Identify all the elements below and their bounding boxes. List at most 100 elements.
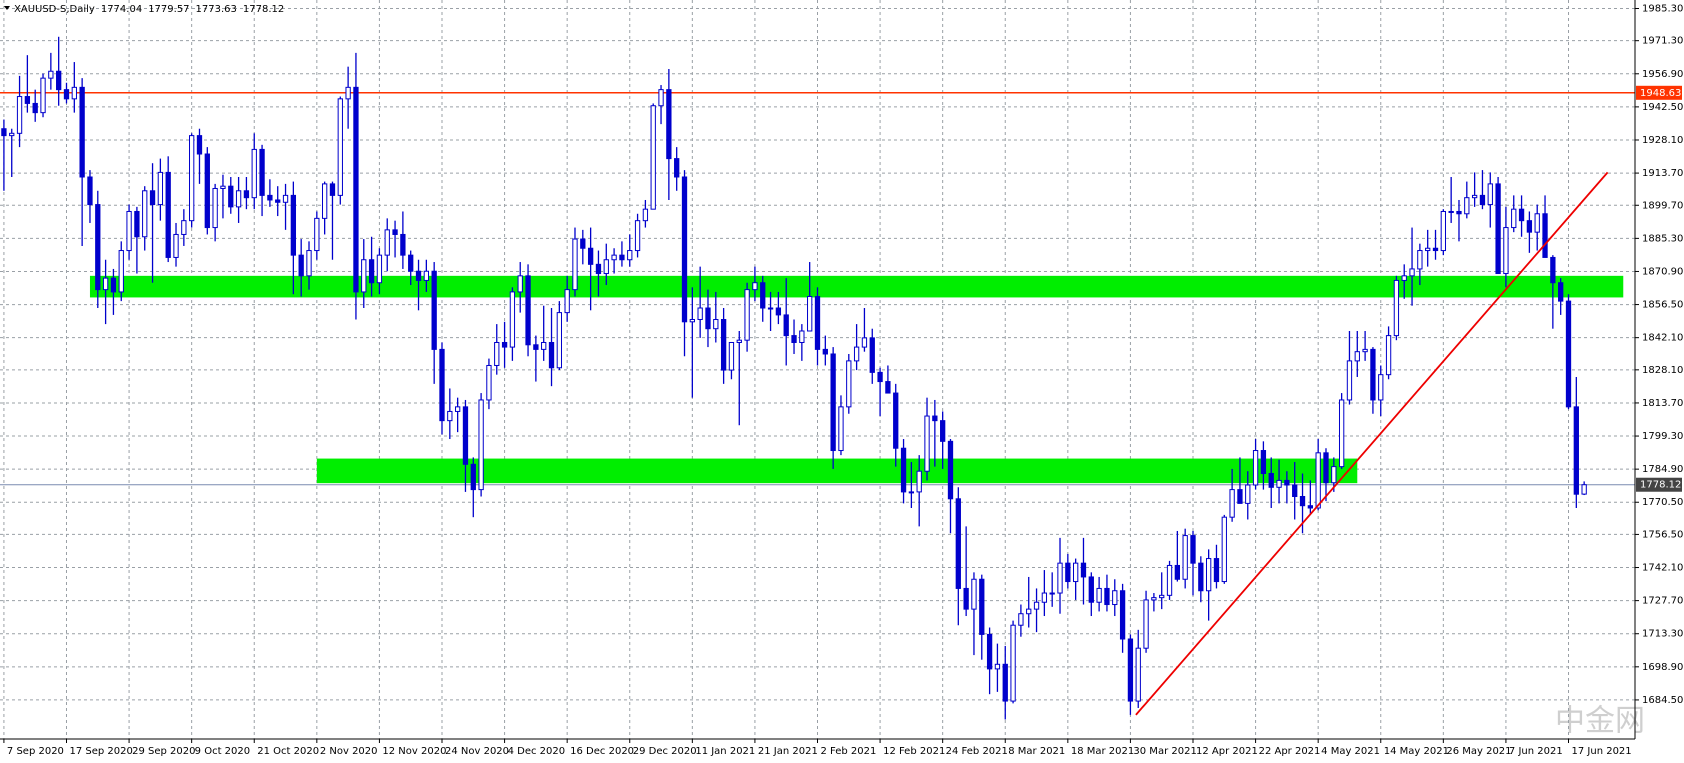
candle-body (940, 420, 946, 442)
candle-body (1573, 406, 1579, 495)
candle-body (814, 296, 821, 350)
candle-body (1425, 247, 1431, 252)
candle-body (400, 233, 406, 256)
candle-body (48, 70, 54, 79)
candle-body (63, 89, 70, 100)
candle-body (447, 410, 453, 422)
x-tick-label: 12 Nov 2020 (382, 746, 446, 757)
candle-body (275, 199, 281, 203)
candle-body (681, 176, 688, 323)
candle-body (775, 307, 782, 316)
candle-body (1346, 360, 1353, 401)
candle-body (1479, 194, 1486, 206)
candle-body (846, 360, 852, 408)
candle-body (1143, 599, 1149, 649)
candle-body (95, 204, 101, 291)
candle-body (1292, 484, 1298, 497)
candle-body (595, 263, 602, 275)
candle-body (650, 105, 656, 210)
candle-body (361, 259, 367, 293)
candle-body (1471, 194, 1478, 199)
candle-body (611, 254, 617, 261)
candle-body (697, 307, 703, 321)
candle-body (384, 229, 390, 256)
candle-body (1057, 562, 1063, 594)
y-tick-label: 1742.10 (1642, 563, 1683, 574)
candle-body (1503, 227, 1509, 275)
candle-body (580, 238, 586, 249)
candle-body (1174, 564, 1181, 580)
header-field: 1779.57 (148, 4, 189, 15)
y-tick-label: 1885.30 (1642, 233, 1683, 244)
candle-body (572, 238, 578, 291)
candle-body (908, 491, 915, 494)
candle-body (1151, 597, 1157, 601)
candle-body (32, 102, 38, 114)
candle-body (1166, 564, 1173, 596)
candle-body (509, 291, 516, 348)
candle-body (251, 148, 257, 199)
candle-body (1526, 220, 1533, 233)
candle-body (767, 307, 774, 310)
candle-body (1010, 624, 1016, 702)
candle-body (658, 89, 664, 107)
y-tick-label: 1698.90 (1642, 662, 1683, 673)
x-tick-label: 29 Dec 2020 (633, 746, 697, 757)
candle-body (149, 190, 156, 206)
candle-body (541, 341, 547, 350)
candle-body (1331, 466, 1337, 484)
candle-body (368, 259, 375, 284)
candle-body (1119, 590, 1126, 640)
candle-body (322, 183, 328, 219)
candle-body (1088, 576, 1094, 603)
y-tick-label: 1985.30 (1642, 4, 1683, 15)
candle-body (1205, 558, 1212, 592)
candle-body (861, 337, 868, 348)
candle-body (1409, 268, 1415, 277)
candle-body (494, 341, 500, 366)
y-tick-label: 1784.90 (1642, 464, 1683, 475)
y-tick-label: 1928.10 (1642, 135, 1683, 146)
x-tick-label: 9 Oct 2020 (195, 746, 250, 757)
candle-body (1385, 335, 1392, 376)
candle-body (1245, 484, 1251, 504)
candle-body (760, 282, 766, 309)
y-tick-label: 1870.90 (1642, 266, 1683, 277)
y-tick-label: 1684.50 (1642, 695, 1683, 706)
candle-body (603, 259, 609, 275)
candle-body (337, 98, 343, 196)
candle-body (642, 208, 649, 222)
candle-body (564, 289, 570, 314)
candle-body (102, 277, 109, 291)
x-tick-label: 12 Feb 2021 (883, 746, 945, 757)
x-tick-label: 17 Jun 2021 (1572, 746, 1632, 757)
candle-body (345, 86, 351, 100)
x-tick-label: 14 May 2021 (1384, 746, 1449, 757)
candle-body (1284, 479, 1290, 486)
candle-body (924, 415, 930, 472)
candle-body (1495, 183, 1501, 275)
candle-body (110, 277, 117, 293)
candle-body (556, 312, 562, 369)
candle-body (1276, 479, 1282, 488)
candle-body (900, 447, 907, 493)
y-tick-label: 1799.30 (1642, 431, 1683, 442)
x-tick-label: 22 Apr 2021 (1259, 746, 1321, 757)
y-tick-label: 1756.50 (1642, 529, 1683, 540)
candle-body (979, 578, 985, 635)
candle-body (666, 89, 672, 160)
y-tick-label: 1842.10 (1642, 333, 1683, 344)
candle-body (1135, 647, 1141, 702)
candle-body (1565, 300, 1572, 408)
candle-body (1323, 452, 1329, 484)
candle-body (228, 185, 234, 208)
watermark: 中金网 (1555, 704, 1645, 739)
candle-body (1, 128, 7, 137)
candle-body (853, 346, 860, 362)
candle-body (1198, 562, 1204, 592)
x-tick-label: 2 Nov 2020 (320, 746, 378, 757)
candle-body (439, 348, 445, 422)
price-label: 1778.12 (1640, 480, 1681, 491)
candle-body (415, 270, 422, 281)
header-field: 1774.04 (101, 4, 142, 15)
